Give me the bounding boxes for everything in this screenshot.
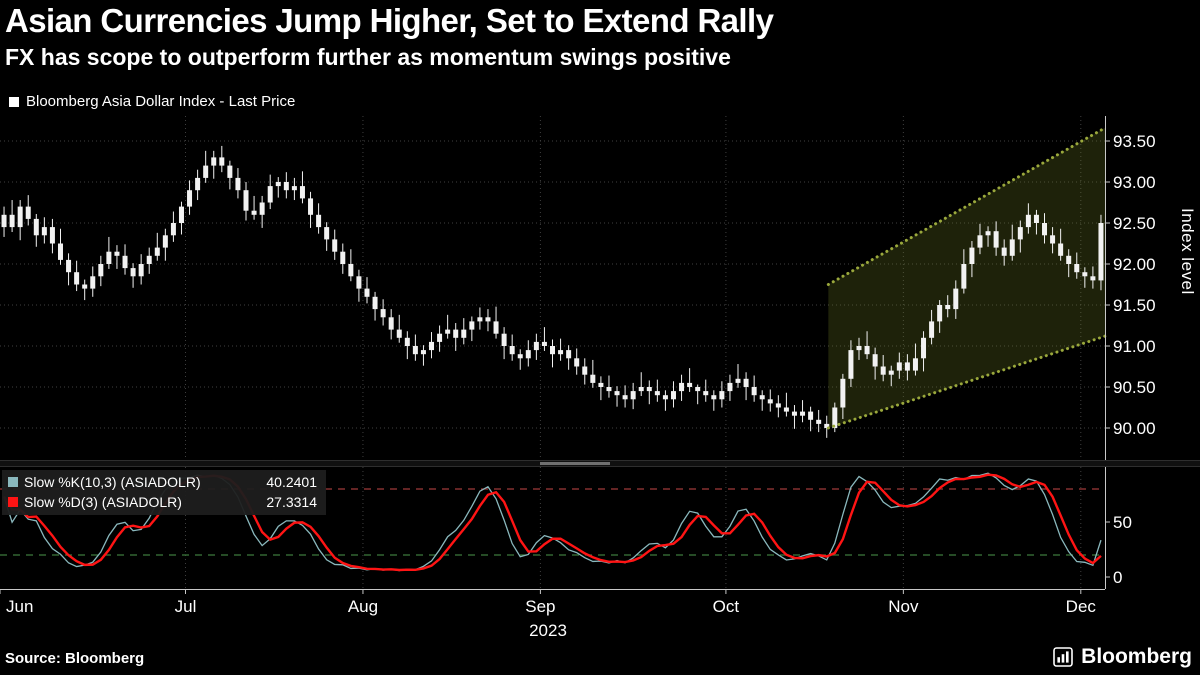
price-series-label: Bloomberg Asia Dollar Index - Last Price	[26, 93, 296, 110]
y-axis-tick-label: 93.50	[1113, 132, 1156, 151]
source-credit: Source: Bloomberg	[5, 650, 145, 667]
trend-channel-lower	[826, 334, 1107, 430]
price-series-swatch	[9, 96, 19, 107]
stochastic-legend: Slow %K(10,3) (ASIADOLR) 40.2401 Slow %D…	[2, 470, 326, 515]
x-axis-month-label: Dec	[1065, 597, 1096, 616]
panel-divider-handle[interactable]	[540, 462, 610, 465]
x-axis-month-label: Jun	[6, 597, 34, 616]
page-subtitle: FX has scope to outperform further as mo…	[5, 44, 731, 70]
price-series-legend: Bloomberg Asia Dollar Index - Last Price	[9, 93, 295, 110]
stoch-k-swatch	[8, 477, 18, 487]
stoch-tick-label: 0	[1113, 568, 1122, 587]
stoch-tick-label: 50	[1113, 513, 1132, 532]
panel-divider	[0, 460, 1200, 467]
stoch-d-label: Slow %D(3) (ASIADOLR)	[24, 494, 182, 510]
page-title: Asian Currencies Jump Higher, Set to Ext…	[5, 2, 774, 39]
y-axis-tick-label: 91.50	[1113, 296, 1156, 315]
stoch-d-swatch	[8, 497, 18, 507]
x-axis-month-label: Sep	[525, 597, 556, 616]
y-axis-tick-label: 90.50	[1113, 378, 1156, 397]
stoch-k-value: 40.2401	[266, 474, 317, 490]
x-axis-month-label: Aug	[347, 597, 379, 616]
x-axis-year-label: 2023	[529, 621, 567, 640]
stoch-k-legend-row: Slow %K(10,3) (ASIADOLR) 40.2401	[8, 473, 317, 491]
y-axis-tick-label: 92.00	[1113, 255, 1156, 274]
stoch-k-label: Slow %K(10,3) (ASIADOLR)	[24, 474, 201, 490]
bloomberg-logo-text: Bloomberg	[1081, 645, 1192, 668]
x-axis-month-label: Oct	[712, 597, 740, 616]
trend-channel-fill	[828, 127, 1105, 428]
stoch-d-value: 27.3314	[266, 494, 317, 510]
y-axis-tick-label: 92.50	[1113, 214, 1156, 233]
x-axis-month-labels: Jun Jul Aug Sep Oct Nov Dec	[0, 597, 1105, 619]
price-chart-canvas: 93.50 93.00 92.50 92.00 91.50 91.00 90.50 90.00	[0, 116, 1156, 460]
y-axis-tick-label: 93.00	[1113, 173, 1156, 192]
candlesticks	[1, 145, 1104, 438]
x-axis-month-label: Jul	[174, 597, 197, 616]
y-axis-title: Index level	[1178, 208, 1197, 295]
bloomberg-logo: Bloomberg	[1053, 645, 1192, 669]
bloomberg-logo-icon	[1053, 647, 1073, 667]
y-axis-tick-label: 91.00	[1113, 337, 1156, 356]
y-axis-tick-label: 90.00	[1113, 419, 1156, 438]
x-axis-month-label: Nov	[888, 597, 919, 616]
stoch-d-legend-row: Slow %D(3) (ASIADOLR) 27.3314	[8, 493, 317, 511]
